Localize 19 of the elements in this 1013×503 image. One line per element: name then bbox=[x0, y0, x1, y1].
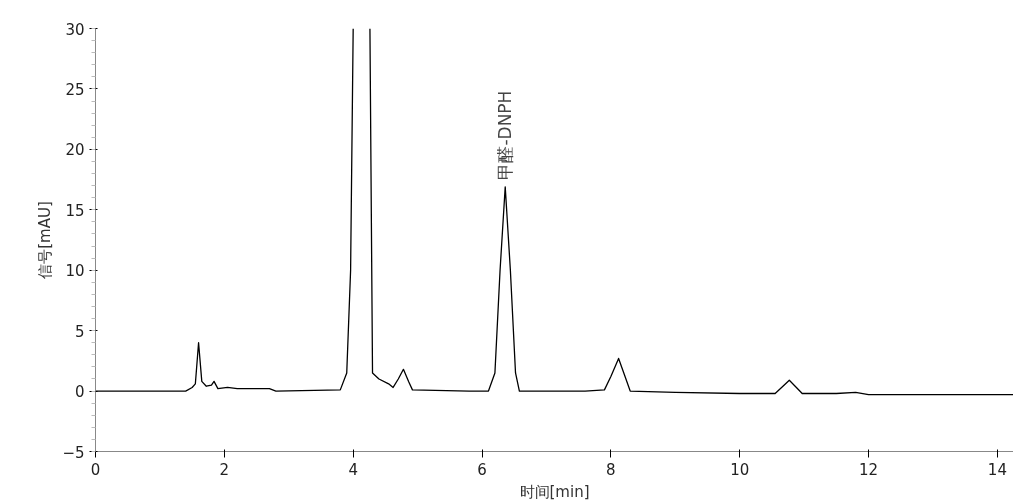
y-tick-label: 30 bbox=[65, 20, 85, 39]
y-tick-label: 0 bbox=[74, 383, 85, 402]
annotation: 甲醛-DNPH bbox=[495, 90, 516, 180]
y-axis-title: 信号[mAU] bbox=[36, 201, 55, 279]
x-axis-title: 时间[min] bbox=[519, 482, 590, 501]
x-tick-label: 6 bbox=[477, 460, 487, 479]
x-tick-label: 0 bbox=[90, 460, 101, 479]
x-tick-label: 4 bbox=[348, 460, 358, 479]
y-tick-label: 20 bbox=[65, 141, 85, 160]
y-tick-label: 25 bbox=[65, 80, 85, 99]
x-tick-label: 8 bbox=[606, 460, 616, 479]
x-tick-label: 12 bbox=[859, 460, 879, 479]
y-tick-label: 5 bbox=[74, 322, 85, 341]
x-tick-label: 14 bbox=[987, 460, 1007, 479]
y-tick-label: 15 bbox=[65, 201, 85, 220]
y-tick-label: −5 bbox=[62, 443, 85, 462]
x-tick-label: 2 bbox=[219, 460, 230, 479]
y-tick-label: 10 bbox=[65, 262, 85, 281]
x-tick-label: 10 bbox=[730, 460, 750, 479]
